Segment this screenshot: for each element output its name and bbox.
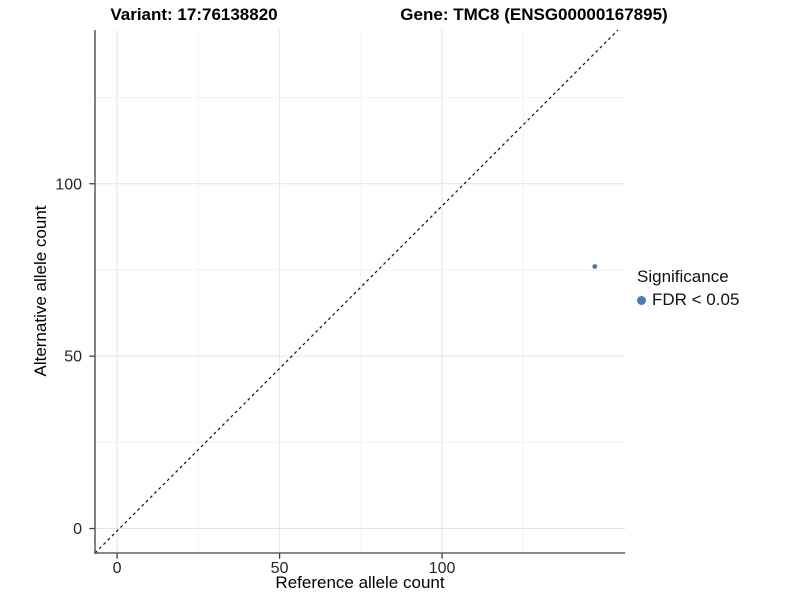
legend-point-icon: [637, 295, 646, 305]
x-tick-label: 100: [429, 560, 456, 577]
x-axis-label: Reference allele count: [275, 573, 445, 592]
legend: Significance FDR < 0.05: [637, 267, 739, 310]
data-point: [592, 264, 598, 269]
x-tick-label: 0: [113, 560, 122, 577]
identity-reference-line: [94, 29, 619, 554]
y-tick-label: 0: [73, 521, 82, 538]
legend-item-label: FDR < 0.05: [652, 290, 740, 309]
y-tick-label: 100: [55, 176, 82, 193]
variant-title: Variant: 17:76138820: [110, 5, 278, 24]
y-tick-label: 50: [64, 349, 82, 366]
legend-title: Significance: [637, 267, 729, 286]
legend-item: FDR < 0.05: [637, 290, 739, 310]
gene-title: Gene: TMC8 (ENSG00000167895): [400, 5, 668, 24]
x-tick-label: 50: [271, 560, 289, 577]
